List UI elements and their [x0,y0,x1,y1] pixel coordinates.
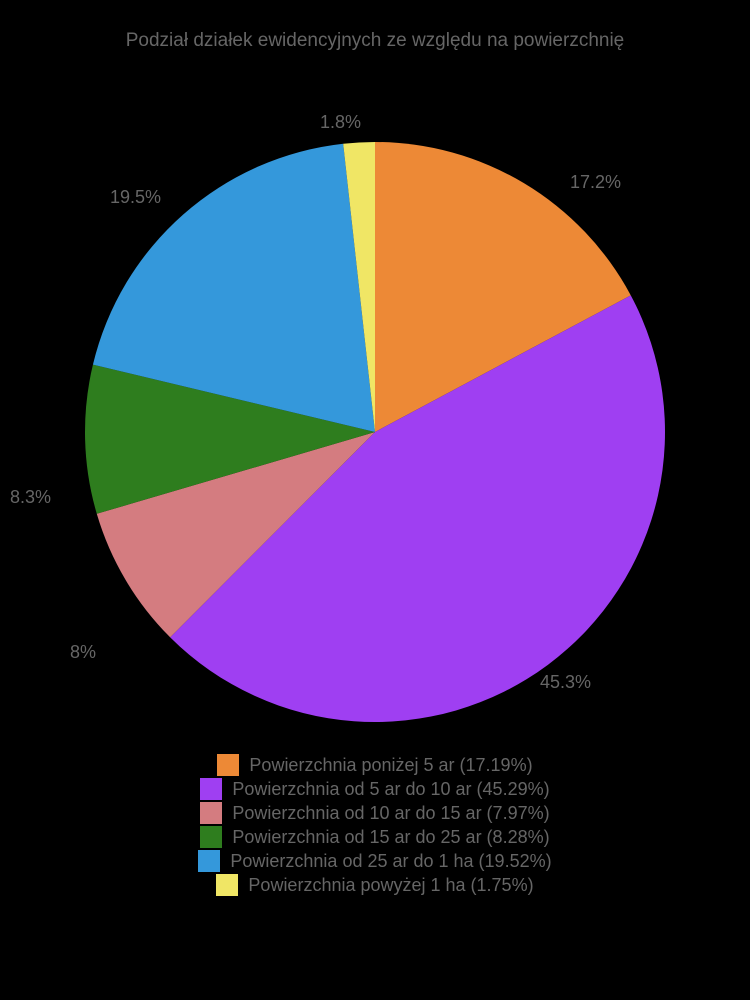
slice-label: 8.3% [10,487,51,508]
legend-item: Powierzchnia powyżej 1 ha (1.75%) [0,874,750,896]
legend-item: Powierzchnia od 25 ar do 1 ha (19.52%) [0,850,750,872]
legend-label: Powierzchnia od 25 ar do 1 ha (19.52%) [230,851,551,872]
legend-item: Powierzchnia od 5 ar do 10 ar (45.29%) [0,778,750,800]
legend-swatch [198,850,220,872]
slice-label: 1.8% [320,112,361,133]
legend: Powierzchnia poniżej 5 ar (17.19%)Powier… [0,754,750,896]
legend-swatch [200,802,222,824]
legend-swatch [200,778,222,800]
legend-label: Powierzchnia od 5 ar do 10 ar (45.29%) [232,779,549,800]
legend-label: Powierzchnia od 10 ar do 15 ar (7.97%) [232,803,549,824]
slice-label: 17.2% [570,172,621,193]
legend-item: Powierzchnia od 15 ar do 25 ar (8.28%) [0,826,750,848]
chart-title: Podział działek ewidencyjnych ze względu… [0,0,750,52]
legend-swatch [200,826,222,848]
pie-chart-area: 17.2% 45.3% 8% 8.3% 19.5% 1.8% [0,52,750,752]
slice-label: 19.5% [110,187,161,208]
legend-label: Powierzchnia od 15 ar do 25 ar (8.28%) [232,827,549,848]
legend-item: Powierzchnia od 10 ar do 15 ar (7.97%) [0,802,750,824]
slice-label: 8% [70,642,96,663]
pie-svg [75,102,675,762]
slice-label: 45.3% [540,672,591,693]
legend-label: Powierzchnia powyżej 1 ha (1.75%) [248,875,533,896]
legend-swatch [216,874,238,896]
